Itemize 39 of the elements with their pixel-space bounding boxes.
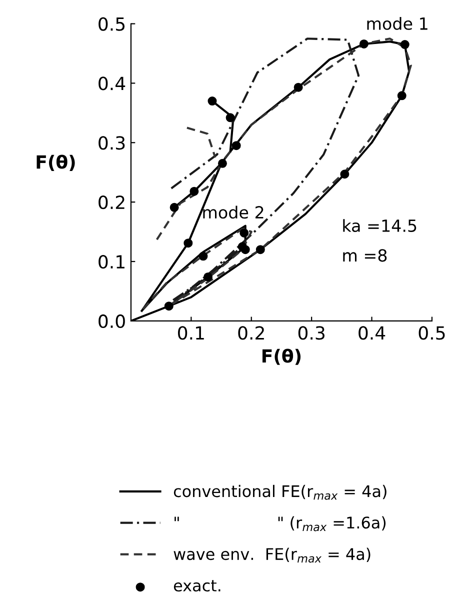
y-axis-title: F(θ) [36,154,75,171]
x-tick-label: 0.4 [358,326,386,340]
annotation: mode 2 [203,206,264,219]
y-tick-label: 0.3 [98,136,125,150]
legend-label: exact. [174,580,220,592]
point [232,141,241,150]
y-tick-label: 0.0 [98,314,125,328]
point [256,245,265,254]
annotation: mode 1 [367,17,428,30]
point [164,302,174,311]
point [190,186,199,196]
legend-label: conventional FE(r$_{max}$ = 4a) [174,484,386,500]
point [198,252,208,261]
point [400,40,410,50]
point [359,39,368,48]
y-tick-label: 0.2 [98,196,124,210]
x-tick-label: 0.2 [238,326,264,340]
point [340,170,350,179]
point [397,91,406,100]
legend-label: wave env. FE(r$_{max}$ = 4a) [174,548,370,563]
x-axis-title: F(θ) [262,348,301,365]
point [184,238,193,248]
legend-label: " " (r$_{max}$ =1.6a) [174,516,386,532]
x-tick-label: 0.5 [418,326,445,340]
point [294,82,303,92]
y-tick-label: 0.4 [98,76,126,90]
annotation: m =8 [343,249,387,262]
point [240,245,250,254]
point [170,202,179,212]
point [226,113,235,122]
x-tick-label: 0.1 [178,326,204,340]
x-tick-label: 0.3 [298,326,324,340]
point [204,272,213,282]
annotation: ka =14.5 [343,219,416,232]
y-tick-label: 0.5 [98,17,125,31]
y-tick-label: 0.1 [98,254,124,269]
point [208,96,217,106]
point [240,228,249,238]
point [218,158,227,168]
